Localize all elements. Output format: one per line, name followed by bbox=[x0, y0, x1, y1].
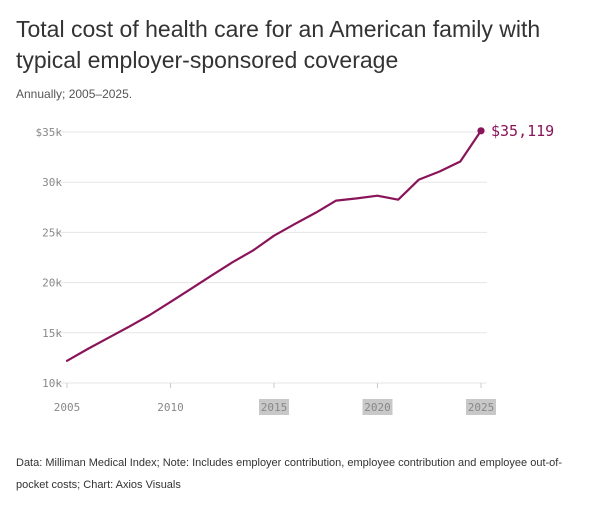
end-point-marker bbox=[477, 127, 485, 135]
x-tick-label: 2015 bbox=[261, 401, 288, 414]
chart-subtitle: Annually; 2005–2025. bbox=[16, 87, 133, 101]
y-tick-label: $35k bbox=[36, 126, 63, 139]
x-tick-label: 2010 bbox=[157, 401, 184, 414]
end-value-label: $35,119 bbox=[491, 122, 554, 140]
y-tick-label: 10k bbox=[42, 377, 62, 390]
x-tick-label: 2020 bbox=[364, 401, 391, 414]
line-chart: 10k 15k 20k 25k 30k $35k 2005 2010 2015 2020 2025… bbox=[36, 122, 554, 415]
y-tick-label: 25k bbox=[42, 226, 62, 239]
y-tick-label: 30k bbox=[42, 176, 62, 189]
x-tick-highlight bbox=[259, 399, 289, 415]
chart-footer-note: Data: Milliman Medical Index; Note: Incl… bbox=[16, 457, 563, 491]
x-tick-label: 2025 bbox=[468, 401, 495, 414]
x-tick-highlight bbox=[466, 399, 496, 415]
y-axis: 10k 15k 20k 25k 30k $35k bbox=[36, 126, 63, 390]
y-tick-label: 20k bbox=[42, 277, 62, 290]
x-tick-highlight bbox=[362, 399, 393, 415]
x-axis: 2005 2010 2015 2020 2025 bbox=[54, 383, 496, 415]
series-line bbox=[65, 129, 483, 362]
y-tick-label: 15k bbox=[42, 327, 62, 340]
grid-lines bbox=[55, 131, 487, 384]
x-tick-label: 2005 bbox=[54, 401, 81, 414]
chart-title: Total cost of health care for an America… bbox=[16, 16, 541, 73]
